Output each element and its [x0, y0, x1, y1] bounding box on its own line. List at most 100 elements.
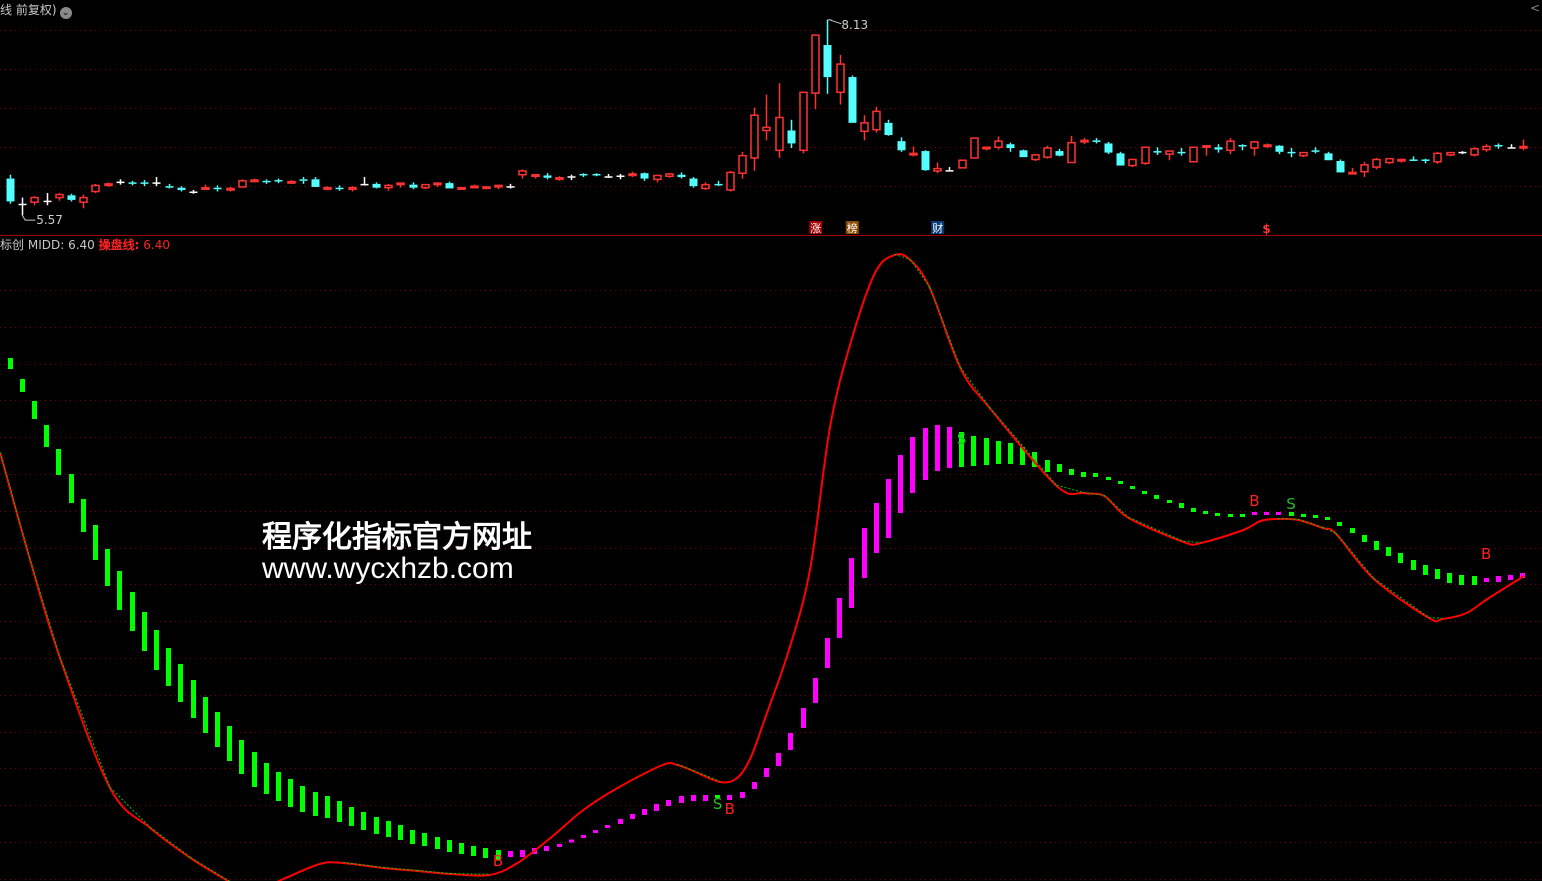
midd-bar-up — [581, 835, 586, 838]
midd-bar-down — [44, 425, 49, 447]
midd-bar-down — [1130, 486, 1135, 489]
chevron-down-icon[interactable]: ⌄ — [59, 7, 72, 19]
candle-body — [970, 137, 979, 159]
event-badge[interactable]: 涨 — [809, 221, 823, 235]
candle — [494, 184, 503, 190]
candle-body — [189, 191, 198, 194]
event-badge-bg — [809, 221, 823, 234]
indicator-name: 标创 — [0, 238, 25, 252]
candle-body — [604, 176, 613, 178]
candle-body — [872, 110, 881, 131]
candle — [823, 19, 832, 94]
candle — [640, 172, 649, 181]
candle-body — [1324, 153, 1333, 161]
trading-line-down-segment — [1083, 491, 1105, 496]
candle-body — [921, 151, 930, 171]
candle — [1043, 145, 1052, 159]
midd-bar-down — [313, 792, 318, 816]
candle-body — [1263, 144, 1272, 148]
sell-signal: S — [1286, 495, 1296, 513]
candle — [579, 173, 588, 178]
trading-line-down-segment — [909, 259, 931, 288]
midd-bar-down — [959, 432, 964, 467]
low-price-label: 5.57 — [36, 213, 63, 227]
candle-body — [1043, 147, 1052, 158]
candle-body — [201, 186, 210, 190]
candle — [738, 151, 747, 179]
midd-bar-down — [239, 740, 244, 774]
candle — [1128, 158, 1137, 168]
candle-body — [1507, 147, 1516, 149]
trading-line-down-segment — [1298, 518, 1323, 528]
midd-bar-down — [1008, 443, 1013, 464]
candle-body — [1189, 146, 1198, 163]
midd-bar-down — [1325, 517, 1330, 520]
candle-body — [1348, 171, 1357, 175]
candle — [1092, 138, 1101, 144]
candle — [1299, 151, 1308, 158]
sell-signal: S — [713, 795, 723, 813]
midd-bar-down — [276, 772, 281, 801]
midd-bar-up — [886, 479, 891, 538]
midd-bar-down — [105, 549, 110, 586]
midd-bar-up — [935, 425, 940, 471]
midd-bar-up — [849, 558, 854, 608]
candle-body — [238, 180, 247, 188]
midd-bar-down — [1020, 447, 1025, 465]
candle — [482, 186, 491, 190]
candle — [531, 173, 540, 179]
candle-body — [567, 176, 576, 178]
candle-body — [1397, 158, 1406, 162]
candle — [1275, 144, 1284, 155]
candle-body — [531, 173, 540, 178]
candle — [933, 162, 942, 174]
candle-body — [860, 122, 869, 132]
midd-bar-down — [300, 786, 305, 812]
candle-body — [1385, 157, 1394, 164]
midd-bar-up — [740, 792, 745, 798]
midd-bar-down — [81, 499, 86, 532]
candle-body — [1031, 154, 1040, 161]
candle — [689, 177, 698, 188]
candle-body — [653, 174, 662, 181]
candle-body — [1458, 151, 1467, 154]
candle — [884, 119, 893, 136]
midd-bar-down — [483, 848, 488, 858]
event-badge[interactable]: 榜 — [845, 221, 859, 235]
midd-bar-down — [435, 837, 440, 849]
event-badge[interactable]: 财 — [931, 221, 945, 235]
candle — [140, 180, 149, 187]
candle — [384, 183, 393, 191]
midd-bar-up — [654, 804, 659, 811]
candle — [518, 169, 527, 179]
sell-signal: S — [957, 430, 967, 448]
buy-signal: B — [1249, 492, 1259, 510]
candle — [433, 182, 442, 187]
low-pointer — [21, 214, 36, 221]
midd-bar-up — [1508, 575, 1513, 580]
chevron-left-icon[interactable]: < — [1529, 1, 1540, 15]
candle-body — [958, 159, 967, 169]
candle-body — [738, 154, 747, 174]
midd-bar-down — [471, 846, 476, 856]
midd-bar-up — [837, 598, 842, 638]
candle-body — [482, 186, 491, 190]
candle-body — [1433, 152, 1442, 163]
candle — [1287, 148, 1296, 158]
midd-bar-up — [1276, 512, 1281, 515]
candle-body — [287, 180, 296, 184]
candle — [470, 184, 479, 189]
candle-body — [762, 126, 771, 132]
candle-body — [518, 170, 527, 176]
trading-line-down-segment — [894, 253, 911, 260]
candle-body — [470, 185, 479, 189]
midd-bar-down — [1411, 560, 1416, 570]
midd-bar-up — [508, 851, 513, 857]
trading-line-down-segment — [383, 866, 418, 871]
midd-bar-up — [862, 528, 867, 578]
candle — [213, 185, 222, 192]
buy-signal: B — [493, 852, 503, 870]
midd-bar-down — [1374, 541, 1379, 550]
midd-bar-down — [1301, 514, 1306, 517]
